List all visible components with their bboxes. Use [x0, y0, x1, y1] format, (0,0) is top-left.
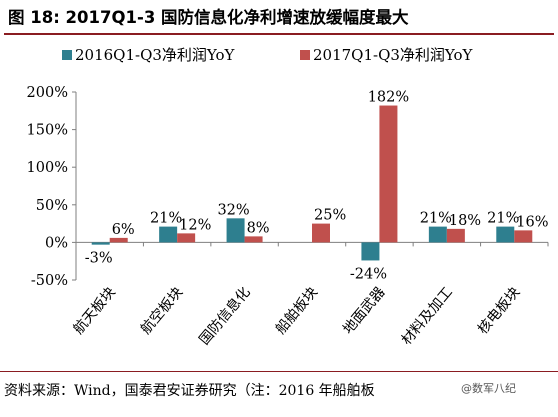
footer-divider — [0, 371, 558, 372]
y-tick-label: 0% — [45, 235, 68, 251]
bar-2-3 — [244, 236, 263, 243]
figure-title: 图 18: 2017Q1-3 国防信息化净利增速放缓幅度最大 — [8, 8, 409, 27]
data-label-1-1: -3% — [85, 251, 113, 267]
legend-label-1: 2016Q1-Q3净利润YoY — [75, 46, 236, 64]
chart-data-labels: -3%6%21%12%32%8%25%-24%182%21%18% 21%16% — [85, 90, 549, 283]
bar-1-7 — [496, 226, 515, 243]
y-tick-label: 200% — [27, 85, 68, 101]
data-label-2-1: 6% — [112, 222, 135, 238]
x-category-label: 材料及加工 — [399, 284, 456, 348]
data-label-2-5: 182% — [368, 90, 409, 106]
bar-2-1 — [109, 237, 128, 243]
legend-swatch-1 — [62, 50, 72, 60]
data-label-1-6: 21% — [420, 211, 452, 227]
bar-1-5 — [361, 242, 380, 261]
legend-swatch-2 — [300, 50, 310, 60]
data-label-2-7: 16% — [516, 214, 548, 230]
y-tick-label: 100% — [27, 160, 68, 176]
y-tick-label: -50% — [31, 273, 68, 289]
data-label-1-2: 21% — [150, 211, 182, 227]
y-tick-label: 50% — [36, 198, 68, 214]
x-category-label: 船舶板块 — [273, 284, 321, 337]
bar-chart: 2016Q1-Q3净利润YoY 2017Q1-Q3净利润YoY -50% 0% 50%… — [27, 46, 549, 349]
source-note: 资料来源：Wind，国泰君安证券研究（注：2016 年船舶板 — [4, 383, 375, 399]
title-divider — [4, 33, 554, 35]
watermark-text: @数军八纪 — [458, 377, 519, 401]
x-category-label: 地面武器 — [340, 284, 388, 337]
bar-2-6 — [446, 228, 465, 243]
bar-1-3 — [226, 218, 245, 243]
data-label-1-3: 32% — [217, 202, 249, 218]
data-label-1-7: 21% — [487, 211, 519, 227]
data-label-1-5: -24% — [350, 266, 387, 282]
bar-1-6 — [428, 226, 447, 243]
y-tick-label: 150% — [27, 123, 68, 139]
x-category-label: 航空板块 — [138, 284, 186, 337]
x-category-label: 航天板块 — [71, 284, 119, 337]
data-label-2-2: 12% — [179, 217, 211, 233]
data-label-2-3: 8% — [247, 220, 270, 236]
bar-2-5 — [379, 105, 398, 243]
data-label-2-6: 18% — [449, 213, 481, 229]
bar-2-7 — [514, 230, 533, 243]
bar-1-1 — [91, 242, 110, 245]
chart-bars — [91, 105, 533, 261]
bar-2-4 — [312, 223, 330, 243]
bar-2-2 — [177, 233, 196, 243]
chart-legend: 2016Q1-Q3净利润YoY 2017Q1-Q3净利润YoY — [62, 46, 474, 64]
bar-1-2 — [159, 226, 178, 243]
x-category-label: 国防信息化 — [196, 284, 254, 349]
legend-label-2: 2017Q1-Q3净利润YoY — [313, 46, 474, 64]
x-category-label: 核电板块 — [475, 284, 523, 337]
data-label-2-4: 25% — [314, 208, 346, 224]
